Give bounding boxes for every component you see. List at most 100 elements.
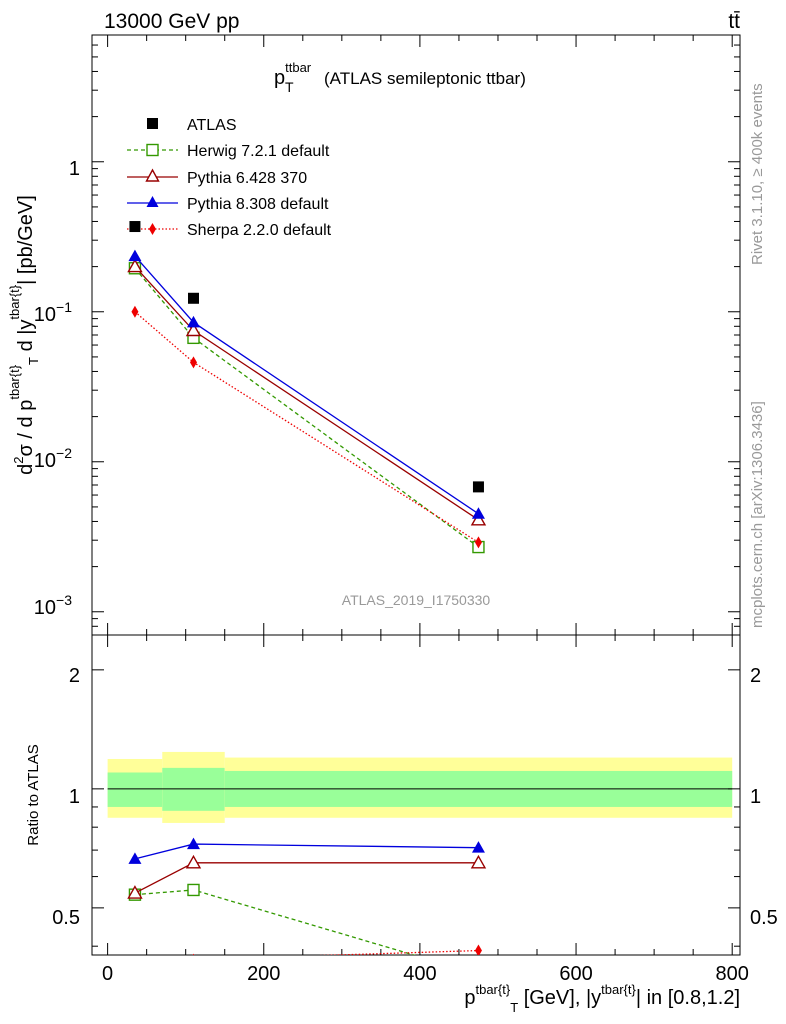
xlabel-b: [GeV], |y [518, 987, 601, 1009]
legend-entry-pythia8: Pythia 8.308 default [127, 196, 329, 213]
ylabel-a-sup: 2 [11, 456, 26, 463]
legend-label-pythia6: Pythia 6.428 370 [187, 170, 307, 187]
legend-entry-atlas: ATLAS [147, 117, 237, 134]
ratio-tick-label-1: 1 [69, 786, 80, 808]
x-tick-label-0: 0 [102, 963, 113, 985]
legend-marker-pythia6 [145, 168, 160, 182]
x-axis-label: ptbar{t}T [GeV], |ytbar{t}| in [0.8,1.2] [464, 982, 740, 1015]
main-tick-label-1e-3: 10−3 [34, 592, 72, 619]
main-point-pythia-8-308-default-0 [128, 249, 142, 262]
xlabel-a: p [464, 987, 475, 1009]
ylabel-b-sub: T [26, 357, 41, 365]
ratio-point-pythia-6-428-370-2 [470, 854, 487, 869]
ratio-line-sherpa-2-2-0-default [317, 949, 479, 955]
ratio-line-herwig-7-2-1-default [134, 889, 417, 955]
ratio-point-pythia-8-308-default-0 [128, 852, 142, 864]
legend-entry-herwig: Herwig 7.2.1 default [127, 143, 330, 160]
main-point-sherpa-2-2-0-default-2 [474, 536, 482, 549]
legend-marker-atlas [147, 118, 158, 129]
main-point-atlas-1 [187, 292, 199, 304]
plot-title-rest: (ATLAS semileptonic ttbar) [324, 69, 526, 88]
plot-title: pttbar T (ATLAS semileptonic ttbar) [274, 60, 526, 95]
main-point-sherpa-2-2-0-default-0 [131, 305, 139, 318]
plot-title-main: p [274, 67, 285, 89]
legend-entry-sherpa: Sherpa 2.2.0 default [127, 222, 332, 239]
x-tick-label-200: 200 [247, 963, 280, 985]
rivet-label: Rivet 3.1.10, ≥ 400k events [749, 83, 766, 265]
main-point-sherpa-2-2-0-default-1 [189, 356, 197, 369]
plot-title-sub: T [285, 79, 294, 95]
plot-title-sup: ttbar [285, 60, 312, 75]
main-point-atlas-0 [129, 221, 141, 233]
main-line-herwig-7-2-1-default [134, 267, 479, 548]
ratio-point-pythia-8-308-default-2 [471, 841, 485, 853]
ratio-y-axis-label: Ratio to ATLAS [25, 744, 42, 845]
ratio-point-sherpa-2-2-0-default-2 [474, 944, 482, 955]
ylabel-d: | [pb/GeV] [15, 195, 37, 285]
band-inner-0 [107, 772, 163, 807]
legend-label-pythia8: Pythia 8.308 default [187, 196, 329, 213]
ratio-tick-label-1-right: 1 [750, 786, 761, 808]
legend: ATLAS Herwig 7.2.1 default Pythia 6.428 … [127, 117, 332, 239]
mcplots-label: mcplots.cern.ch [arXiv:1306.3436] [749, 401, 766, 628]
header-right: tt̄ [728, 10, 740, 33]
main-point-pythia-6-428-370-1 [185, 322, 202, 337]
ratio-tick-label-2-right: 2 [750, 665, 761, 687]
legend-label-sherpa: Sherpa 2.2.0 default [187, 222, 332, 239]
ratio-tick-label-2: 2 [69, 665, 80, 687]
main-line-pythia-8-308-default [134, 255, 479, 515]
legend-marker-pythia8 [146, 196, 159, 207]
ratio-point-herwig-7-2-1-default-2 [473, 969, 484, 980]
main-point-pythia-8-308-default-2 [471, 507, 485, 519]
main-tick-label-1e-1-exp: −1 [56, 299, 72, 315]
main-y-axis-label: d2σ / d ptbar{t}T d |ytbar{t}| [pb/GeV] [7, 195, 41, 475]
main-line-pythia-6-428-370 [134, 266, 479, 521]
xlabel-a-sub: T [510, 1000, 518, 1015]
main-point-pythia-8-308-default-1 [186, 315, 200, 328]
main-tick-label-1e-2-base: 10 [34, 450, 56, 472]
main-tick-label-1e-3-exp: −3 [56, 592, 72, 608]
main-point-atlas-2 [472, 481, 484, 493]
ratio-tick-label-05-right: 0.5 [750, 907, 778, 929]
ratio-point-herwig-7-2-1-default-1 [187, 883, 200, 897]
main-data [127, 221, 487, 554]
legend-label-herwig: Herwig 7.2.1 default [187, 143, 330, 160]
ylabel-b-sup: tbar{t} [7, 364, 22, 399]
main-tick-label-1e-1: 10−1 [34, 299, 72, 326]
xlabel-b-sup: tbar{t} [601, 982, 636, 997]
analysis-watermark: ATLAS_2019_I1750330 [342, 592, 491, 608]
x-tick-labels: 0 200 400 600 800 [102, 963, 749, 985]
ylabel-b: σ / d p [15, 400, 37, 457]
ratio-tick-label-05: 0.5 [52, 907, 80, 929]
main-line-sherpa-2-2-0-default [134, 311, 479, 543]
xlabel-c: | in [0.8,1.2] [636, 987, 740, 1009]
legend-marker-sherpa [149, 223, 156, 235]
main-tick-label-1e-3-base: 10 [34, 597, 56, 619]
ratio-point-pythia-6-428-370-0 [127, 885, 143, 899]
header-left: 13000 GeV pp [104, 10, 239, 33]
xlabel-a-sup: tbar{t} [475, 982, 510, 997]
legend-entry-pythia6: Pythia 6.428 370 [127, 168, 307, 187]
x-tick-label-800: 800 [716, 963, 749, 985]
main-tick-label-1e-2-exp: −2 [56, 445, 72, 461]
legend-label-atlas: ATLAS [187, 117, 237, 134]
main-tick-label-1e-1-base: 10 [34, 304, 56, 326]
main-point-pythia-6-428-370-0 [127, 258, 143, 273]
ratio-point-sherpa-2-2-0-default-1 [192, 953, 195, 955]
main-tick-label-1: 1 [69, 158, 80, 180]
ratio-data [127, 837, 487, 1020]
ylabel-c-sup: tbar{t} [7, 284, 22, 319]
ratio-point-pythia-6-428-370-1 [185, 854, 202, 869]
x-tick-label-600: 600 [559, 963, 592, 985]
ratio-point-pythia-8-308-default-1 [186, 837, 200, 850]
ylabel-c: d |y [15, 320, 37, 357]
main-tick-label-1e-2: 10−2 [34, 445, 72, 472]
main-point-pythia-6-428-370-2 [470, 511, 487, 526]
ratio-point-sherpa-2-2-0-default-0 [131, 1008, 138, 1020]
ratio-line-pythia-8-308-default [134, 843, 479, 860]
axis-ticks [92, 34, 740, 955]
ylabel-a: d [15, 464, 37, 475]
legend-marker-herwig [146, 143, 159, 157]
x-tick-label-400: 400 [403, 963, 436, 985]
